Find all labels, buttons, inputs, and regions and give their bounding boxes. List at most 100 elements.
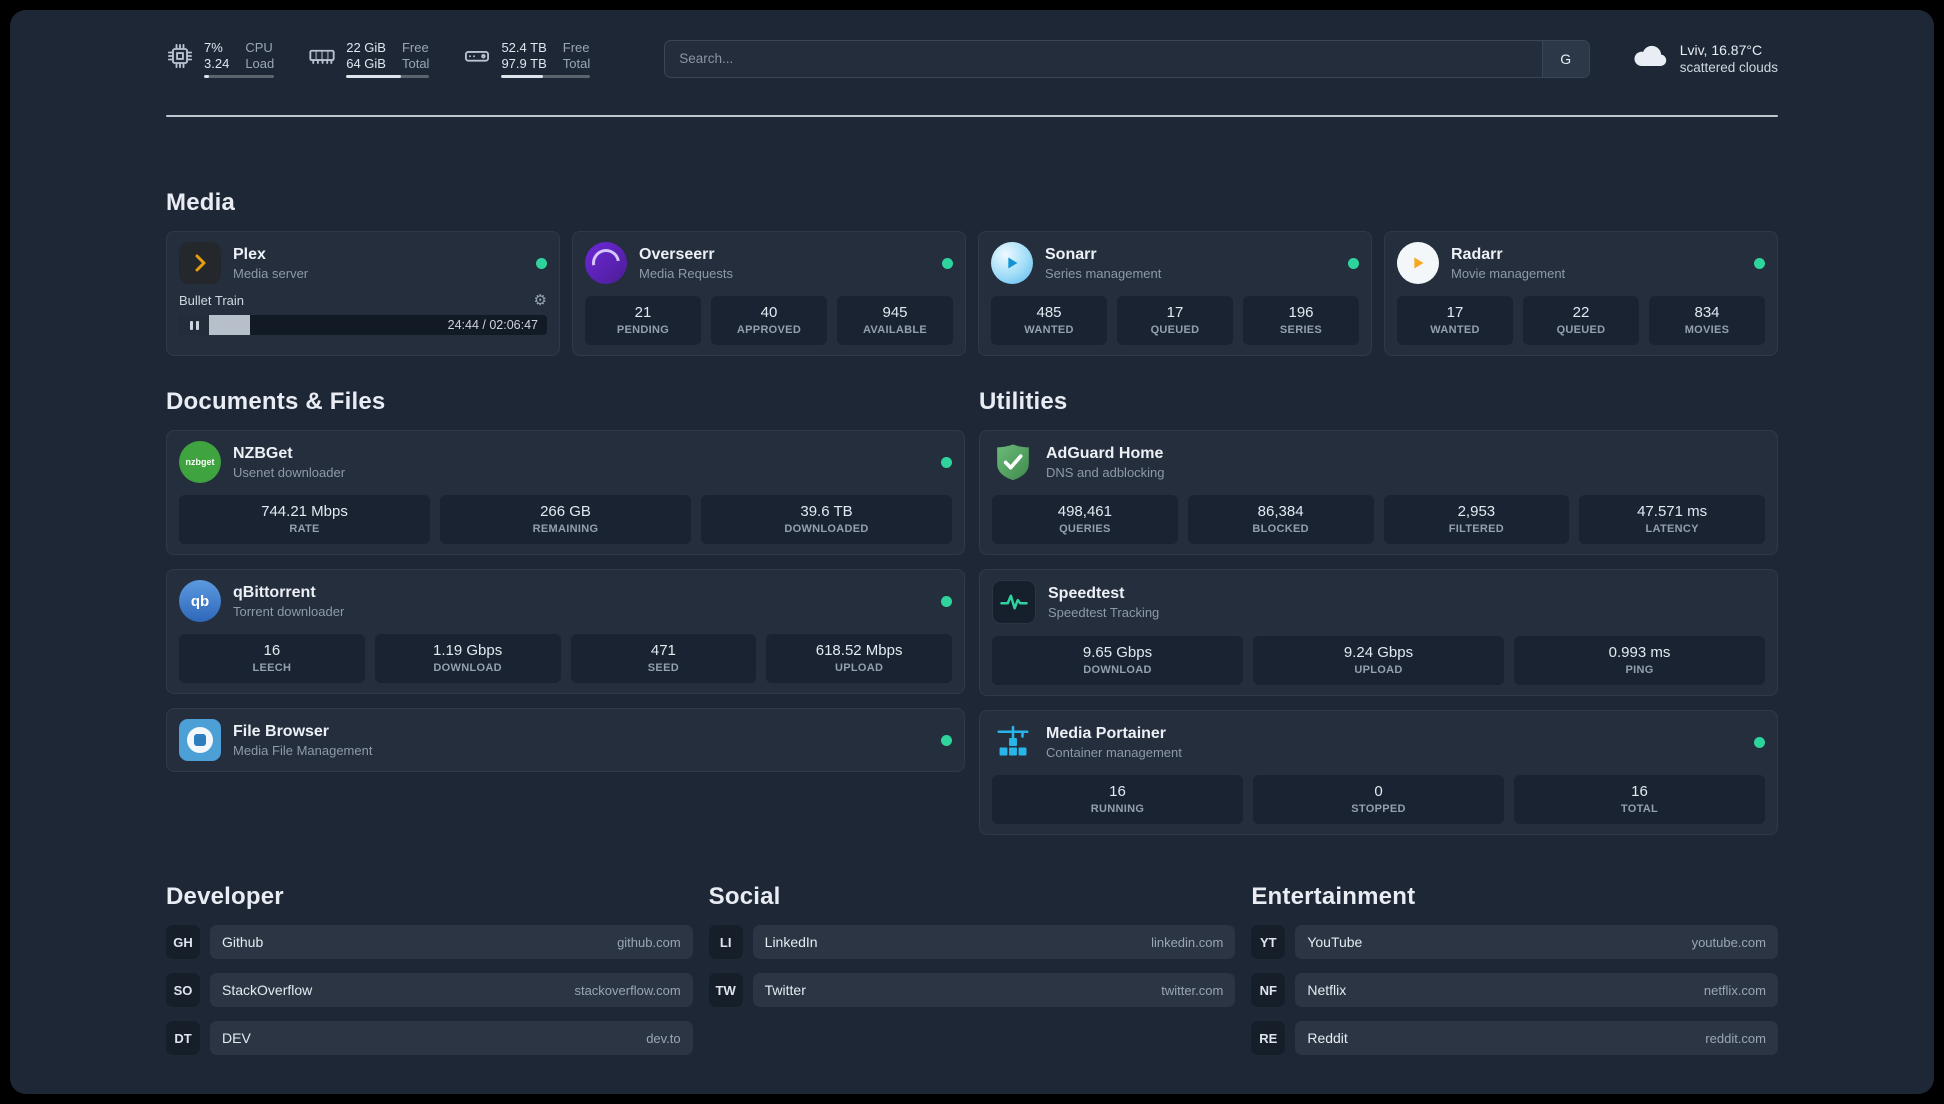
stat-seed: 471 SEED bbox=[570, 634, 757, 683]
bookmarks-developer: Developer GH Github github.com SO StackO… bbox=[166, 883, 693, 1055]
status-dot bbox=[942, 257, 953, 269]
cpu-label: CPU bbox=[245, 39, 273, 55]
pause-button[interactable] bbox=[179, 315, 209, 335]
speedtest-card[interactable]: Speedtest Speedtest Tracking 9.65 Gbps D… bbox=[979, 569, 1778, 696]
cpu-load-label: Load bbox=[245, 55, 275, 71]
entertainment-section-title: Entertainment bbox=[1251, 883, 1416, 910]
stat-wanted: 485 WANTED bbox=[991, 296, 1107, 345]
media-section-title: Media bbox=[166, 189, 236, 216]
disk-usage-fill bbox=[501, 74, 544, 78]
cpu-usage-bar bbox=[204, 74, 275, 78]
stat-rate: 744.21 Mbps RATE bbox=[179, 495, 430, 544]
bookmark-netflix[interactable]: NF Netflix netflix.com bbox=[1251, 973, 1778, 1007]
adguard-icon bbox=[992, 441, 1034, 483]
stat-remaining: 266 GB REMAINING bbox=[440, 495, 691, 544]
stat-queries: 498,461 QUERIES bbox=[992, 495, 1178, 544]
filebrowser-icon bbox=[179, 719, 221, 761]
media-section: Media Plex Media server bbox=[166, 189, 1778, 356]
stat-series: 196 SERIES bbox=[1243, 296, 1359, 345]
stat-movies: 834 MOVIES bbox=[1649, 296, 1765, 345]
bookmark-abbr: RE bbox=[1251, 1021, 1286, 1055]
gear-icon[interactable]: ⚙ bbox=[533, 292, 547, 309]
service-desc: Media File Management bbox=[233, 742, 373, 758]
service-desc: Speedtest Tracking bbox=[1048, 604, 1160, 620]
stat-ping: 0.993 ms PING bbox=[1514, 636, 1765, 685]
service-name: qBittorrent bbox=[233, 583, 316, 601]
now-playing-title: Bullet Train bbox=[179, 293, 245, 308]
utilities-section-title: Utilities bbox=[979, 388, 1068, 415]
bookmark-twitter[interactable]: TW Twitter twitter.com bbox=[708, 973, 1236, 1007]
service-name: Speedtest bbox=[1048, 584, 1125, 602]
service-desc: DNS and adblocking bbox=[1046, 464, 1165, 480]
bookmark-dev[interactable]: DT DEV dev.to bbox=[166, 1021, 693, 1055]
qbittorrent-icon: qb bbox=[179, 580, 221, 622]
speedtest-icon bbox=[992, 580, 1036, 624]
status-dot bbox=[536, 257, 547, 269]
search-provider-button[interactable]: G bbox=[1541, 40, 1589, 77]
stat-leech: 16 LEECH bbox=[179, 634, 365, 683]
player-progress-bar[interactable]: 24:44 / 02:06:47 bbox=[179, 315, 547, 335]
status-dot bbox=[1754, 736, 1765, 748]
disk-total-label: Total bbox=[562, 55, 591, 71]
memory-usage-fill bbox=[346, 74, 402, 78]
bookmark-youtube[interactable]: YT YouTube youtube.com bbox=[1251, 925, 1778, 959]
documents-section-title: Documents & Files bbox=[166, 388, 386, 415]
stat-download: 9.65 Gbps DOWNLOAD bbox=[992, 636, 1243, 685]
service-desc: Container management bbox=[1046, 744, 1182, 760]
disk-free-value: 52.4 TB bbox=[501, 39, 547, 55]
overseerr-card[interactable]: Overseerr Media Requests 21 PENDING 40 A… bbox=[572, 231, 966, 356]
utilities-column: Utilities bbox=[979, 388, 1778, 835]
bookmark-abbr: LI bbox=[708, 925, 743, 959]
bookmark-abbr: NF bbox=[1251, 973, 1286, 1007]
overseerr-icon bbox=[585, 242, 627, 284]
status-dot bbox=[941, 456, 952, 468]
service-name: Overseerr bbox=[639, 245, 715, 263]
bookmark-linkedin[interactable]: LI LinkedIn linkedin.com bbox=[708, 925, 1236, 959]
qbittorrent-card[interactable]: qb qBittorrent Torrent downloader 16 bbox=[166, 569, 965, 694]
service-name: Sonarr bbox=[1045, 245, 1097, 263]
player-progress-fill bbox=[209, 315, 250, 335]
portainer-card[interactable]: Media Portainer Container management 16 … bbox=[979, 710, 1778, 835]
filebrowser-card[interactable]: File Browser Media File Management bbox=[166, 708, 965, 772]
stat-upload: 9.24 Gbps UPLOAD bbox=[1253, 636, 1504, 685]
stat-total: 16 TOTAL bbox=[1514, 775, 1765, 824]
bookmark-abbr: DT bbox=[166, 1021, 200, 1055]
bookmark-github[interactable]: GH Github github.com bbox=[166, 925, 693, 959]
stat-filtered: 2,953 FILTERED bbox=[1383, 495, 1570, 544]
memory-usage-bar bbox=[346, 74, 430, 78]
memory-widget: 22 GiB Free 64 GiB Total bbox=[308, 39, 430, 78]
stat-upload: 618.52 Mbps UPLOAD bbox=[766, 634, 952, 683]
dashboard: 7% CPU 3.24 Load bbox=[10, 10, 1934, 1094]
sonarr-card[interactable]: Sonarr Series management 485 WANTED 17 Q… bbox=[978, 231, 1372, 356]
nzbget-card[interactable]: nzbget NZBGet Usenet downloader 744.21 M… bbox=[166, 430, 965, 555]
memory-free-value: 22 GiB bbox=[346, 39, 386, 55]
weather-condition: scattered clouds bbox=[1679, 60, 1778, 75]
cloud-icon bbox=[1630, 36, 1670, 81]
bookmark-reddit[interactable]: RE Reddit reddit.com bbox=[1251, 1021, 1778, 1055]
service-name: Plex bbox=[233, 245, 266, 263]
bookmark-stackoverflow[interactable]: SO StackOverflow stackoverflow.com bbox=[166, 973, 693, 1007]
radarr-icon bbox=[1397, 242, 1439, 284]
memory-free-label: Free bbox=[401, 39, 429, 55]
disk-total-value: 97.9 TB bbox=[501, 55, 547, 71]
topbar-divider bbox=[166, 115, 1778, 117]
plex-card[interactable]: Plex Media server Bullet Train ⚙ bbox=[166, 231, 560, 356]
sonarr-icon bbox=[991, 242, 1033, 284]
documents-column: Documents & Files nzbget NZBGet Usenet d… bbox=[166, 388, 965, 835]
service-name: NZBGet bbox=[233, 444, 293, 462]
status-dot bbox=[941, 595, 952, 607]
search-input[interactable] bbox=[665, 40, 1542, 77]
stat-available: 945 AVAILABLE bbox=[837, 296, 953, 345]
adguard-card[interactable]: AdGuard Home DNS and adblocking 498,461 … bbox=[979, 430, 1778, 555]
bookmark-abbr: GH bbox=[166, 925, 200, 959]
stat-queued: 17 QUEUED bbox=[1117, 296, 1233, 345]
memory-total-label: Total bbox=[401, 55, 430, 71]
service-name: Media Portainer bbox=[1046, 724, 1167, 742]
plex-icon bbox=[179, 242, 221, 284]
service-desc: Media server bbox=[233, 265, 309, 281]
bookmark-abbr: YT bbox=[1251, 925, 1286, 959]
cpu-usage-fill bbox=[204, 74, 209, 78]
player-time: 24:44 / 02:06:47 bbox=[447, 318, 538, 332]
weather-widget: Lviv, 16.87°C scattered clouds bbox=[1630, 36, 1778, 81]
radarr-card[interactable]: Radarr Movie management 17 WANTED 22 QUE… bbox=[1384, 231, 1778, 356]
